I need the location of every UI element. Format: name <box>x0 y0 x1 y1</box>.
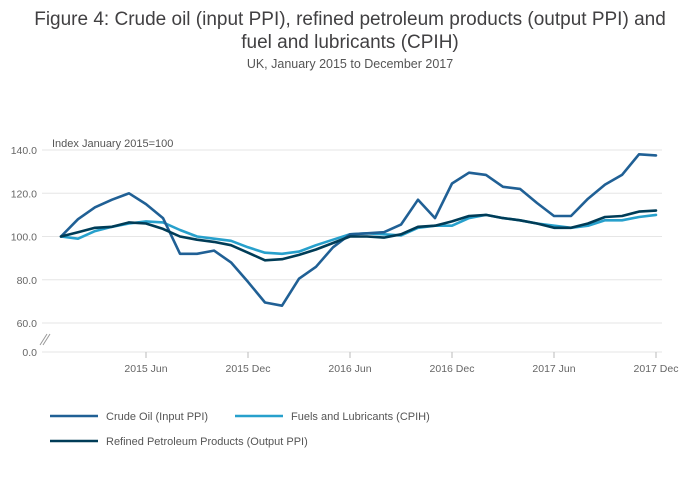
x-tick-label: 2016 Dec <box>430 363 475 375</box>
series-lines <box>59 153 658 307</box>
y-axis-ticks: 0.0 60.0 80.0 100.0 120.0 140.0 <box>11 145 37 359</box>
y-tick-label: 60.0 <box>17 318 38 330</box>
chart-subtitle: UK, January 2015 to December 2017 <box>246 57 454 71</box>
chart-title-line-2: fuel and lubricants (CPIH) <box>241 32 459 53</box>
legend: Crude Oil (Input PPI) Fuels and Lubricant… <box>50 411 430 448</box>
chart-title-line-1: Figure 4: Crude oil (input PPI), refined… <box>34 9 666 30</box>
chart-title: Figure 4: Crude oil (input PPI), refined… <box>0 8 700 54</box>
y-tick-label: 80.0 <box>17 275 38 287</box>
x-tick-label: 2017 Dec <box>634 363 679 375</box>
legend-label: Refined Petroleum Products (Output PPI) <box>106 436 308 448</box>
y-axis-label: Index January 2015=100 <box>52 138 173 150</box>
series-line-0 <box>59 153 658 307</box>
x-axis: 2015 Jun 2015 Dec 2016 Jun 2016 Dec 2017 Jun… <box>124 352 678 375</box>
x-tick-label: 2015 Dec <box>226 363 271 375</box>
y-tick-label: 0.0 <box>22 347 37 359</box>
x-tick-label: 2017 Jun <box>532 363 575 375</box>
y-tick-label: 140.0 <box>11 145 37 157</box>
y-tick-label: 100.0 <box>11 232 37 244</box>
y-axis-break <box>39 333 51 346</box>
grid-lines <box>42 149 662 353</box>
x-tick-label: 2016 Jun <box>328 363 371 375</box>
y-tick-label: 120.0 <box>11 188 37 200</box>
x-tick-label: 2015 Jun <box>124 363 167 375</box>
legend-label: Fuels and Lubricants (CPIH) <box>291 411 430 423</box>
axis-break-mark <box>39 333 51 346</box>
series-line-2 <box>59 209 658 262</box>
legend-label: Crude Oil (Input PPI) <box>106 411 208 423</box>
